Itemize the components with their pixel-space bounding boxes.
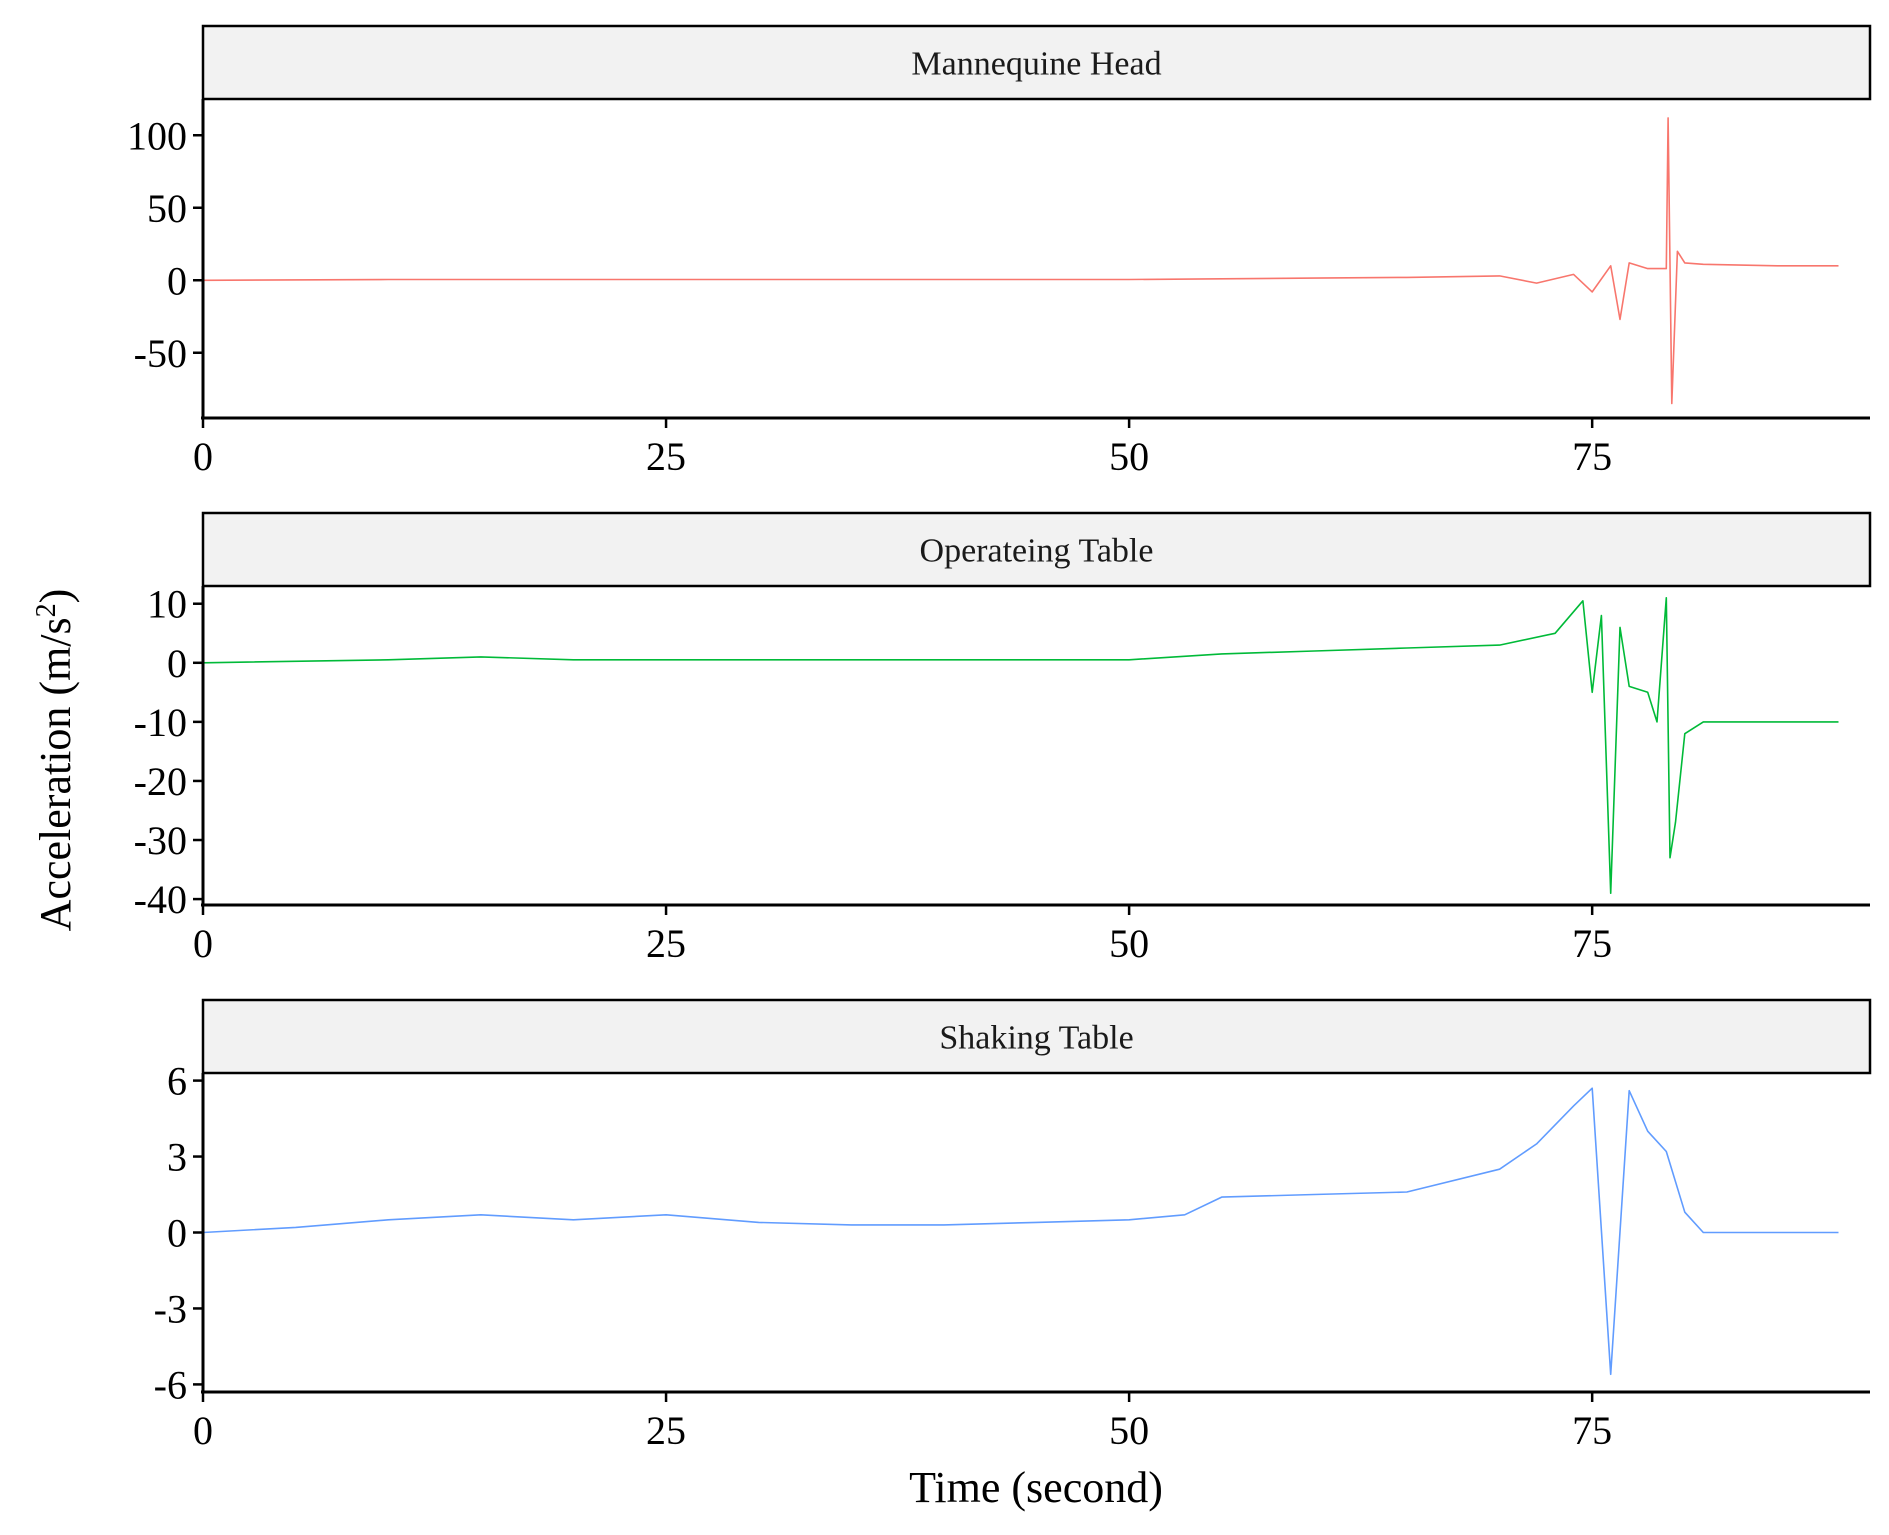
x-tick-label: 25 <box>646 434 686 479</box>
x-tick-label: 50 <box>1109 921 1149 966</box>
y-tick-label: -6 <box>154 1362 187 1407</box>
x-tick-label: 75 <box>1572 921 1612 966</box>
x-tick-label: 0 <box>193 434 213 479</box>
facet-strip <box>201 24 1872 101</box>
y-tick-label: -20 <box>134 759 187 804</box>
facet-strip <box>201 511 1872 588</box>
y-tick-label: -10 <box>134 700 187 745</box>
y-axis-title: Acceleration (m/s2) <box>31 589 81 932</box>
y-tick-label: 0 <box>167 258 187 303</box>
y-tick-label: -50 <box>134 331 187 376</box>
x-tick-label: 75 <box>1572 434 1612 479</box>
y-tick-label: -40 <box>134 877 187 922</box>
y-tick-label: 3 <box>167 1135 187 1180</box>
panel-1: Mannequine Head 100 50 0 -50 0 25 50 75 <box>127 24 1872 479</box>
y-axis-title-superscript: 2 <box>31 603 62 617</box>
y-tick-label: -3 <box>154 1286 187 1331</box>
y-tick-label: -30 <box>134 818 187 863</box>
y-axis-title-end: ) <box>31 589 80 604</box>
series-line <box>202 596 1839 895</box>
series-line <box>202 117 1839 405</box>
x-tick-label: 50 <box>1109 434 1149 479</box>
facet-strip-label: Operateing Table <box>920 533 1154 570</box>
y-tick-label: 0 <box>167 641 187 686</box>
x-tick-label: 50 <box>1109 1408 1149 1453</box>
x-tick-label: 25 <box>646 921 686 966</box>
facet-strip <box>201 998 1872 1075</box>
x-tick-label: 0 <box>193 1408 213 1453</box>
y-tick-label: 50 <box>147 186 187 231</box>
y-axis-title-main: Acceleration (m/s <box>31 617 80 931</box>
series-line <box>202 1087 1839 1376</box>
facet-strip-label: Shaking Table <box>939 1020 1133 1057</box>
facet-strip-label: Mannequine Head <box>911 46 1161 83</box>
x-tick-label: 25 <box>646 1408 686 1453</box>
x-axis-title: Time (second) <box>909 1463 1163 1512</box>
y-tick-label: 100 <box>127 113 187 158</box>
y-tick-label: 6 <box>167 1059 187 1104</box>
y-tick-label: 10 <box>147 582 187 627</box>
y-tick-label: 0 <box>167 1211 187 1256</box>
x-tick-label: 75 <box>1572 1408 1612 1453</box>
x-tick-label: 0 <box>193 921 213 966</box>
